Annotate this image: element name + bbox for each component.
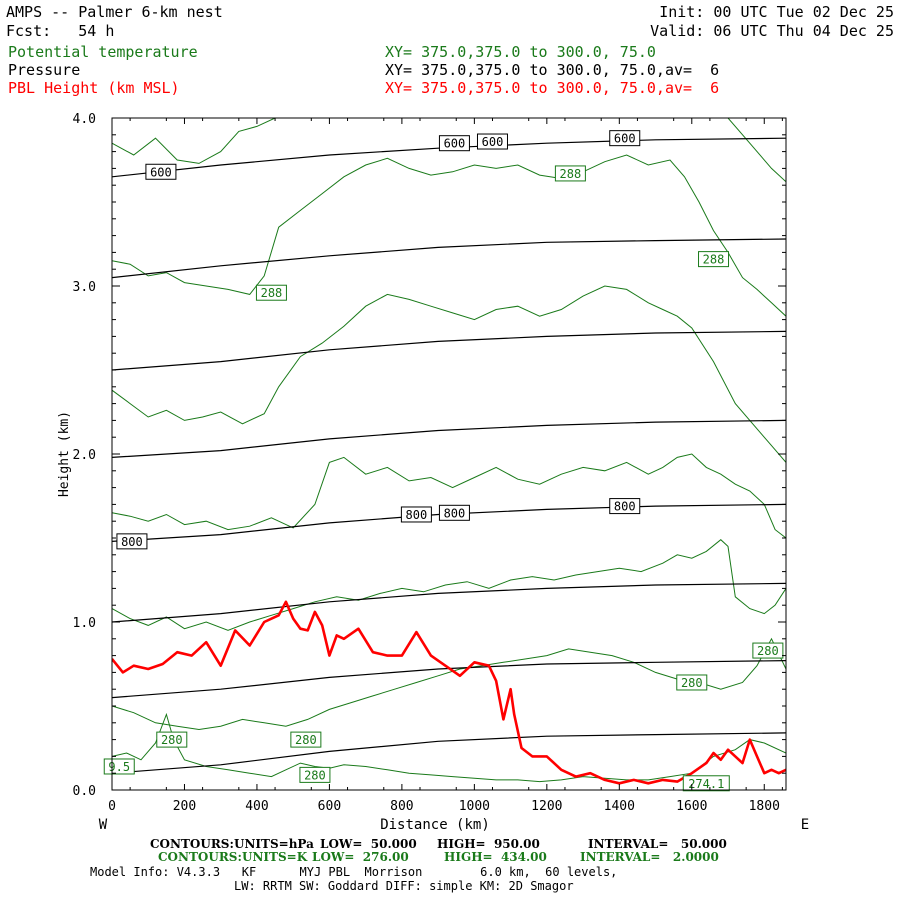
theta-contour-label: 280	[304, 768, 326, 782]
init-time: Init: 00 UTC Tue 02 Dec 25	[659, 3, 894, 21]
theta-contour-line	[112, 453, 786, 539]
x-tick-label: 1400	[604, 799, 635, 814]
theta-contour-label: 280	[681, 676, 703, 690]
theta-contour-interval: INTERVAL= 2.0000	[580, 850, 719, 864]
forecast-hour: Fcst: 54 h	[6, 22, 115, 40]
theta-contour-label-box	[698, 251, 730, 268]
theta-contour-label-box	[255, 284, 287, 301]
pressure-contour-low: LOW= 50.000	[320, 837, 417, 851]
pressure-contour-line	[112, 503, 786, 542]
pressure-contour-label: 600	[444, 137, 466, 151]
theta-contour-low: LOW= 276.00	[312, 850, 409, 864]
theta-contour-line	[112, 154, 786, 317]
x-tick-label: 1800	[749, 799, 780, 814]
pressure-contour-label-box	[145, 163, 177, 180]
y-tick-label: 2.0	[73, 448, 96, 463]
pressure-contour-label: 600	[482, 135, 504, 149]
pressure-contour-line	[112, 330, 786, 371]
pressure-contour-label-box	[609, 130, 641, 147]
theta-contour-line	[112, 712, 786, 783]
pressure-contour-line	[112, 137, 786, 178]
field-xy-pbl: XY= 375.0,375.0 to 300.0, 75.0,av= 6	[385, 79, 720, 97]
x-tick-label: 200	[173, 799, 196, 814]
pressure-contour-label: 800	[614, 500, 636, 514]
pressure-contour-line	[112, 419, 786, 458]
theta-contour-label: 274.1	[688, 777, 724, 791]
pressure-contour-label-box	[116, 533, 148, 550]
pressure-contour-label-box	[400, 506, 432, 523]
theta-contour-label-box	[299, 766, 331, 783]
field-name-theta: Potential temperature	[8, 43, 198, 61]
theta-contour-label: 280	[161, 733, 183, 747]
theta-contour-label: 288	[261, 286, 283, 300]
field-name-pbl: PBL Height (km MSL)	[8, 79, 180, 97]
y-tick-label: 0.0	[73, 784, 96, 799]
theta-contour-label: 288	[703, 253, 725, 267]
x-tick-label: 0	[108, 799, 116, 814]
theta-contour-label-box	[554, 165, 586, 182]
pressure-contour-label-box	[438, 135, 470, 152]
theta-contour-high: HIGH= 434.00	[444, 850, 547, 864]
x-tick-label: 1000	[459, 799, 490, 814]
pressure-contour-label: 800	[406, 508, 428, 522]
y-axis-label: Height (km)	[57, 411, 72, 497]
pressure-contour-label-box	[476, 133, 508, 150]
theta-contour-label-box	[290, 731, 322, 748]
x-tick-label: 600	[318, 799, 341, 814]
theta-contour-line	[112, 539, 786, 631]
pressure-contour-units: UNITS=hPa	[234, 837, 314, 851]
y-tick-label: 4.0	[73, 112, 96, 127]
y-tick-label: 1.0	[73, 616, 96, 631]
x-tick-label: 400	[245, 799, 268, 814]
valid-time: Valid: 06 UTC Thu 04 Dec 25	[650, 22, 894, 40]
theta-contour-label: CONTOURS:	[158, 850, 242, 864]
field-xy-theta: XY= 375.0,375.0 to 300.0, 75.0	[385, 43, 656, 61]
theta-contour-units: UNITS=K	[242, 850, 308, 864]
y-tick-label: 3.0	[73, 280, 96, 295]
pressure-contour-interval: INTERVAL= 50.000	[588, 837, 727, 851]
field-xy-pressure: XY= 375.0,375.0 to 300.0, 75.0,av= 6	[385, 61, 720, 79]
pressure-contour-label: 600	[150, 165, 172, 179]
field-name-pressure: Pressure	[8, 61, 81, 79]
theta-contour-label: 280	[295, 733, 317, 747]
model-info-physics: LW: RRTM SW: Goddard DIFF: simple KM: 2D…	[234, 879, 574, 893]
pressure-contour-label: 800	[121, 535, 143, 549]
pressure-contour-line	[112, 238, 786, 279]
theta-contour-label-box	[682, 775, 730, 792]
theta-contour-line	[112, 285, 786, 463]
theta-contour-label: 280	[757, 644, 779, 658]
pbl-height-line	[112, 600, 786, 785]
x-tick-label: 1600	[676, 799, 707, 814]
pressure-contour-label: 600	[614, 132, 636, 146]
pressure-contour-label-box	[609, 498, 641, 515]
theta-contour-label-box	[676, 674, 708, 691]
west-label: W	[99, 817, 108, 833]
theta-contour-label: 288	[560, 167, 582, 181]
x-axis-label: Distance (km)	[380, 817, 490, 833]
theta-contour-label-box	[156, 731, 188, 748]
pressure-contour-line	[112, 732, 786, 774]
pressure-contour-label: 800	[444, 506, 466, 520]
model-info: Model Info: V4.3.3 KF MYJ PBL Morrison 6…	[90, 865, 618, 879]
pressure-contour-line	[112, 582, 786, 623]
theta-contour-line	[112, 118, 786, 183]
x-tick-label: 1200	[531, 799, 562, 814]
pressure-contour-line	[112, 660, 786, 699]
chart-title: AMPS -- Palmer 6-km nest	[6, 3, 223, 21]
east-label: E	[801, 817, 809, 833]
theta-contour-label-box	[752, 642, 784, 659]
pressure-contour-high: HIGH= 950.00	[437, 837, 540, 851]
pressure-contour-label: CONTOURS:	[150, 837, 234, 851]
pressure-contour-label-box	[438, 504, 470, 521]
x-tick-label: 800	[390, 799, 413, 814]
theta-contour-label: 9.5	[108, 760, 130, 774]
